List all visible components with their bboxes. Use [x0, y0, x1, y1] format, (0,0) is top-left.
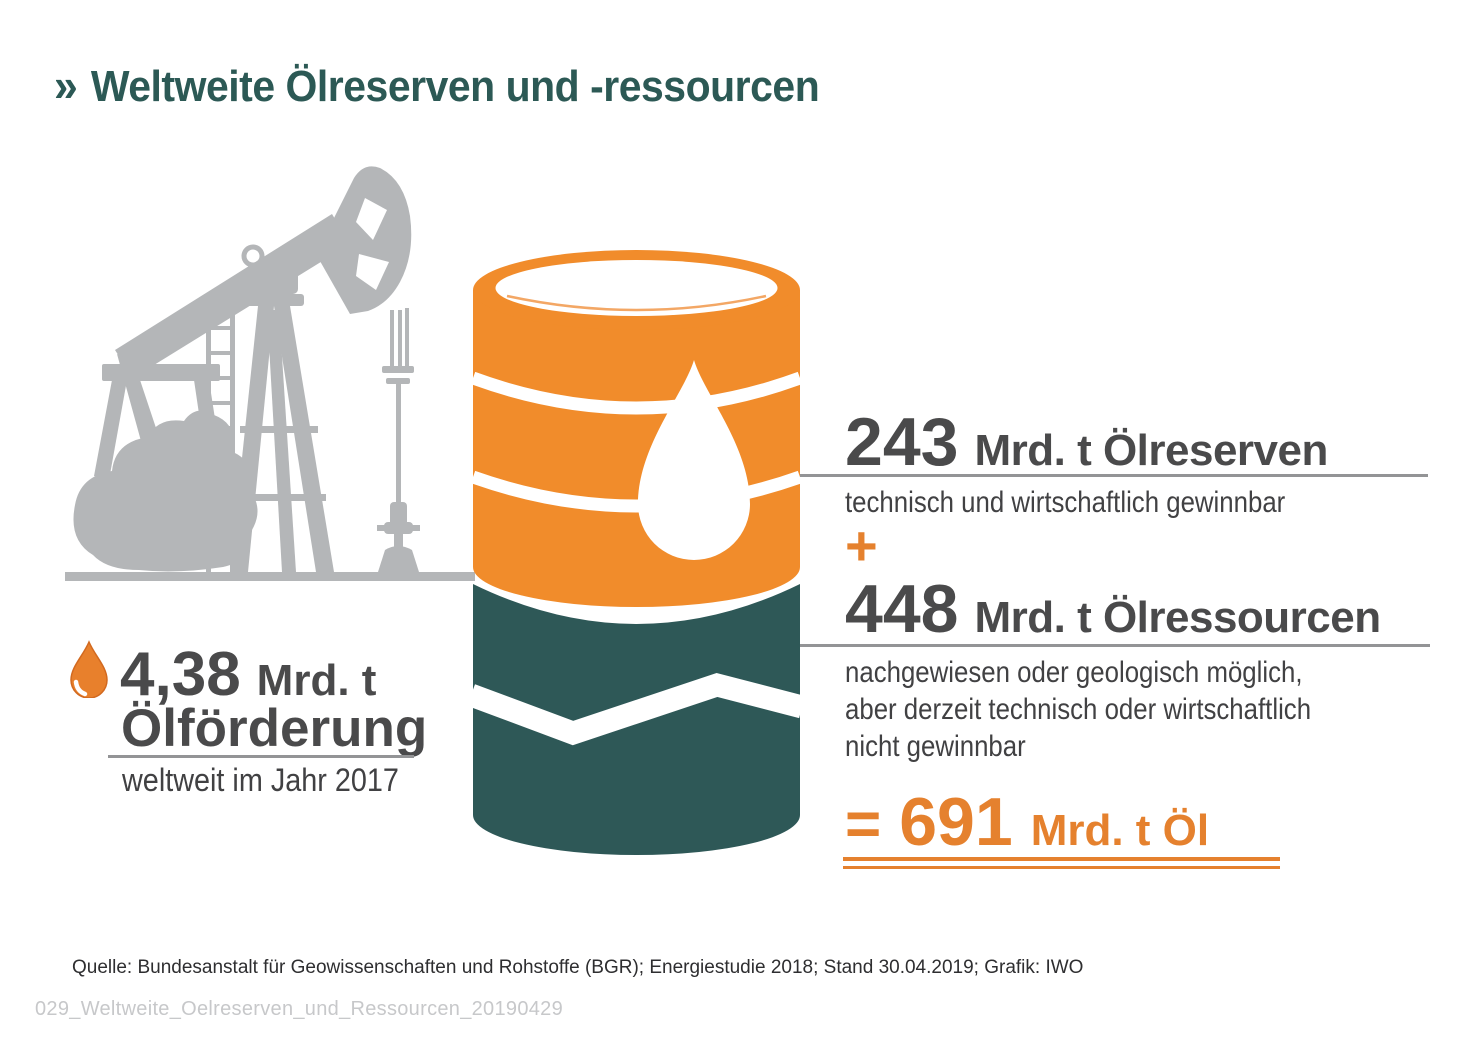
oil-pumpjack-icon [60, 158, 475, 583]
total-value: 691 [899, 784, 1013, 860]
plus-sign: + [845, 514, 878, 577]
resources-description-line2: aber derzeit technisch oder wirtschaftli… [845, 693, 1312, 726]
production-stat: 4,38 Mrd. t [120, 644, 376, 706]
total-unit: Mrd. t Öl [1030, 806, 1210, 855]
reserves-stat: 243 Mrd. t Ölreserven [845, 408, 1328, 476]
reserves-unit: Mrd. t Ölreserven [974, 426, 1328, 475]
title-text: Weltweite Ölreserven und -ressourcen [90, 62, 820, 111]
resources-divider-line [800, 644, 1430, 647]
resources-description: nachgewiesen oder geologisch möglich, ab… [845, 654, 1387, 765]
production-value: 4,38 [120, 640, 241, 709]
double-chevron-icon: » [54, 59, 78, 111]
production-sublabel: weltweit im Jahr 2017 [122, 762, 399, 798]
total-double-underline [843, 857, 1280, 869]
reserves-description: technisch und wirtschaftlich gewinnbar [845, 486, 1286, 519]
page-title: » Weltweite Ölreserven und -ressourcen [54, 59, 820, 112]
reserves-value: 243 [845, 404, 959, 480]
resources-description-line1: nachgewiesen oder geologisch möglich, [845, 656, 1303, 689]
production-unit: Mrd. t [256, 656, 377, 705]
drop-glyph [638, 360, 750, 560]
oil-barrel-icon [466, 248, 805, 858]
source-note: Quelle: Bundesanstalt für Geowissenschaf… [72, 957, 1084, 978]
reserves-divider-line [800, 474, 1428, 477]
production-divider-line [108, 755, 414, 758]
resources-value: 448 [845, 571, 959, 647]
resources-stat: 448 Mrd. t Ölressourcen [845, 575, 1381, 643]
file-id-note: 029_Weltweite_Oelreserven_und_Ressourcen… [35, 998, 564, 1020]
equals-sign: = [845, 790, 882, 859]
oil-drop-icon [69, 640, 109, 699]
total-stat: = 691 Mrd. t Öl [845, 788, 1209, 859]
production-label: Ölförderung [121, 699, 428, 758]
resources-unit: Mrd. t Ölressourcen [974, 593, 1381, 642]
resources-description-line3: nicht gewinnbar [845, 730, 1026, 763]
